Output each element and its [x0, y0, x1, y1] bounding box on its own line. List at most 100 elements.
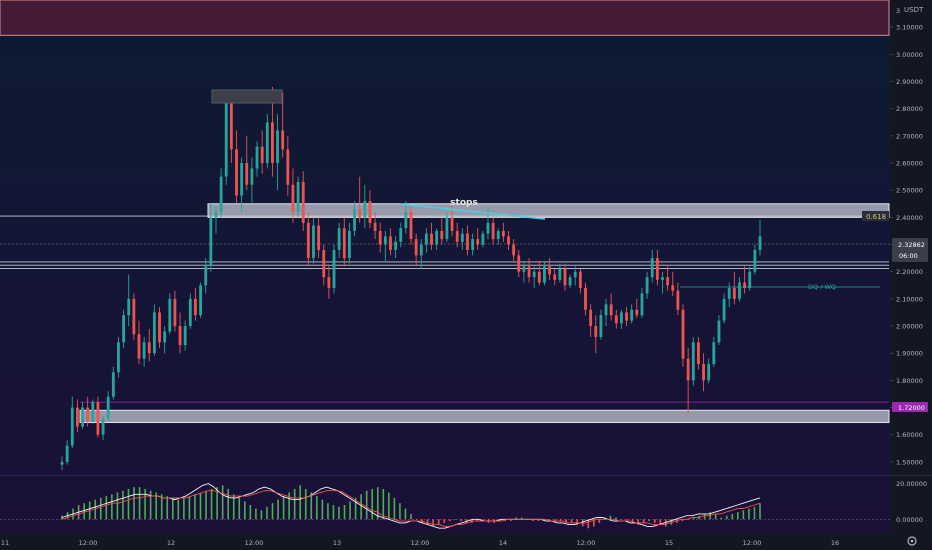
candle-body — [363, 201, 367, 218]
candle-body — [199, 285, 202, 316]
candle-body — [609, 304, 613, 316]
macd-histogram-bar — [731, 513, 734, 520]
macd-histogram-bar — [593, 519, 595, 527]
candle-body — [265, 122, 269, 164]
macd-histogram-bar — [509, 519, 512, 522]
macd-histogram-bar — [670, 519, 673, 525]
candle-body — [563, 268, 567, 286]
time-axis-label: 12:00 — [577, 539, 596, 547]
candle-body — [727, 288, 731, 299]
candle-body — [127, 298, 131, 316]
price-tick-label: 1.50000 — [896, 458, 923, 466]
candle-body — [702, 364, 705, 381]
macd-histogram-bar — [410, 513, 412, 520]
macd-histogram-bar — [748, 508, 750, 520]
price-tick-label: 3.00000 — [896, 51, 923, 59]
chart-background — [0, 0, 890, 532]
time-axis-background[interactable] — [0, 532, 932, 550]
macd-histogram-bar — [365, 490, 368, 520]
macd-histogram-bar — [183, 497, 185, 520]
macd-histogram-bar — [238, 497, 241, 520]
candle-body — [553, 274, 557, 280]
price-tick-label: 3.10000 — [896, 24, 923, 32]
candle-body — [373, 222, 377, 231]
macd-histogram-bar — [105, 496, 108, 520]
macd-histogram-bar — [565, 519, 567, 523]
zones-layer — [0, 0, 890, 424]
candle-body — [440, 230, 444, 240]
macd-histogram-bar — [388, 492, 390, 520]
macd-histogram-bar — [759, 503, 761, 520]
candle-body — [738, 282, 741, 299]
candle-body — [537, 271, 541, 283]
price-tick-label: 1.60000 — [896, 431, 923, 439]
candle-body — [681, 309, 685, 359]
price-tick-label: 2.20000 — [896, 268, 923, 276]
candle-body — [512, 244, 516, 256]
candle-body — [620, 312, 623, 324]
macd-histogram-bar — [166, 496, 169, 520]
macd-histogram-bar — [244, 501, 246, 520]
macd-histogram-bar — [681, 519, 684, 522]
macd-histogram-bar — [188, 496, 191, 520]
time-axis-label: 12:00 — [743, 539, 762, 547]
candle-body — [158, 312, 161, 343]
macd-histogram-bar — [304, 488, 307, 520]
candle-body — [178, 326, 182, 346]
settings-gear-icon[interactable] — [907, 536, 917, 546]
candle-body — [276, 130, 279, 164]
candle-body — [306, 222, 310, 259]
macd-histogram-bar — [338, 506, 340, 520]
candle-body — [111, 372, 115, 397]
candle-body — [491, 222, 495, 240]
candle-body — [106, 396, 110, 419]
candle-body — [229, 103, 233, 150]
macd-histogram-bar — [271, 503, 274, 520]
macd-histogram-bar — [216, 487, 218, 520]
candle-body — [60, 461, 64, 465]
countdown-label: 06:00 — [899, 252, 918, 260]
price-tick-label: 2.90000 — [896, 78, 923, 86]
candle-body — [75, 407, 79, 427]
candle-body — [163, 331, 167, 343]
candle-body — [501, 230, 505, 237]
levels-layer — [0, 215, 889, 403]
macd-histogram-bar — [520, 517, 523, 520]
macd-histogram-bar — [532, 519, 534, 522]
price-axis-background[interactable] — [890, 0, 932, 532]
candle-body — [717, 320, 721, 343]
candle-body — [671, 285, 675, 291]
macd-histogram-bar — [714, 513, 717, 520]
macd-histogram-bar — [692, 517, 695, 520]
macd-histogram-bar — [321, 499, 324, 520]
candle-body — [117, 342, 120, 373]
candle-body — [240, 163, 244, 196]
fib-618-tag: 0.618 — [862, 211, 889, 221]
stops-trendline[interactable] — [399, 203, 546, 220]
macd-tick-label: 20.00000 — [896, 480, 927, 488]
candle-body — [81, 407, 84, 427]
macd-histogram-bar — [415, 519, 418, 520]
dq-wq-label: DQ / WQ — [808, 283, 836, 291]
zone-0 — [0, 0, 890, 36]
macd-histogram-bar — [371, 488, 374, 520]
candle-body — [614, 315, 618, 324]
candle-body — [676, 290, 680, 310]
macd-histogram-bar — [482, 519, 484, 522]
candle-body — [394, 241, 398, 250]
candle-body — [558, 268, 562, 280]
candle-body — [445, 217, 449, 240]
macd-histogram-bar — [443, 519, 446, 523]
macd-tick-label: 0.00000 — [896, 516, 923, 524]
macd-histogram-bar — [232, 494, 235, 520]
macd-histogram-bar — [720, 517, 723, 520]
quote-currency-label: USDT — [904, 6, 924, 14]
macd-histogram-bar — [537, 519, 540, 522]
candle-body — [712, 342, 716, 365]
time-axis-label: 12 — [167, 539, 175, 547]
time-axis-label: 12:00 — [245, 539, 264, 547]
candle-body — [650, 258, 654, 278]
macd-histogram-bar — [426, 519, 429, 525]
candle-body — [327, 277, 331, 289]
